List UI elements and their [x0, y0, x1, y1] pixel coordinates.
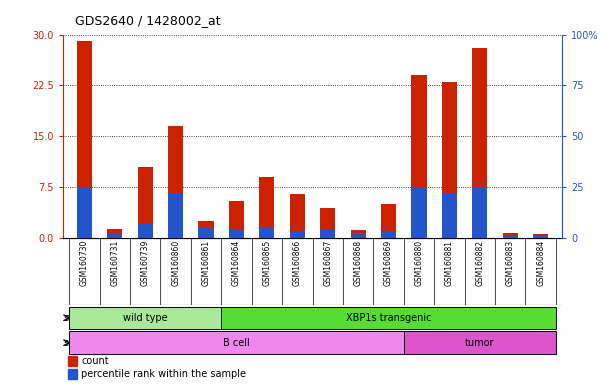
Bar — [502, 233, 518, 238]
Bar — [168, 193, 183, 238]
Bar — [350, 230, 366, 238]
Bar — [229, 230, 244, 238]
Text: GSM160881: GSM160881 — [445, 240, 454, 286]
Bar — [138, 167, 153, 238]
Text: wild type: wild type — [123, 313, 168, 323]
Text: GSM160883: GSM160883 — [505, 240, 514, 286]
Text: GSM160860: GSM160860 — [171, 240, 180, 286]
Bar — [138, 224, 153, 238]
Bar — [350, 233, 366, 238]
Bar — [320, 230, 335, 238]
Text: GSM160730: GSM160730 — [80, 240, 89, 286]
Text: tumor: tumor — [465, 338, 495, 348]
Bar — [404, 331, 556, 354]
Bar — [502, 235, 518, 238]
Text: GSM160884: GSM160884 — [536, 240, 545, 286]
Text: count: count — [81, 356, 109, 366]
Text: GDS2640 / 1428002_at: GDS2640 / 1428002_at — [75, 14, 221, 27]
Text: GSM160882: GSM160882 — [475, 240, 484, 286]
Text: GSM160739: GSM160739 — [141, 240, 150, 286]
Bar — [198, 221, 214, 238]
Bar — [259, 177, 275, 238]
Bar — [411, 187, 427, 238]
Bar — [229, 201, 244, 238]
Bar — [69, 306, 221, 329]
Text: GSM160864: GSM160864 — [232, 240, 241, 286]
Bar — [77, 187, 92, 238]
Bar — [221, 306, 556, 329]
Bar — [77, 41, 92, 238]
Bar — [533, 234, 548, 238]
Bar — [411, 75, 427, 238]
Bar — [69, 331, 404, 354]
Bar — [107, 234, 123, 238]
Bar — [472, 48, 487, 238]
Bar — [68, 369, 77, 379]
Text: GSM160869: GSM160869 — [384, 240, 393, 286]
Bar — [168, 126, 183, 238]
Text: B cell: B cell — [223, 338, 250, 348]
Bar — [533, 235, 548, 238]
Bar — [107, 229, 123, 238]
Text: specimen: specimen — [64, 338, 111, 348]
Text: GSM160731: GSM160731 — [111, 240, 120, 286]
Bar — [290, 194, 305, 238]
Bar — [442, 82, 457, 238]
Text: GSM160867: GSM160867 — [323, 240, 332, 286]
Text: GSM160880: GSM160880 — [415, 240, 424, 286]
Text: GSM160868: GSM160868 — [353, 240, 362, 286]
Text: GSM160866: GSM160866 — [293, 240, 302, 286]
Text: GSM160865: GSM160865 — [263, 240, 272, 286]
Bar — [259, 228, 275, 238]
Bar — [290, 231, 305, 238]
Text: percentile rank within the sample: percentile rank within the sample — [81, 369, 246, 379]
Text: strain: strain — [64, 313, 92, 323]
Text: GSM160861: GSM160861 — [201, 240, 210, 286]
Bar — [68, 356, 77, 366]
Bar — [198, 228, 214, 238]
Bar — [320, 207, 335, 238]
Bar — [381, 204, 396, 238]
Bar — [472, 187, 487, 238]
Text: XBP1s transgenic: XBP1s transgenic — [346, 313, 432, 323]
Bar — [381, 231, 396, 238]
Bar — [442, 193, 457, 238]
